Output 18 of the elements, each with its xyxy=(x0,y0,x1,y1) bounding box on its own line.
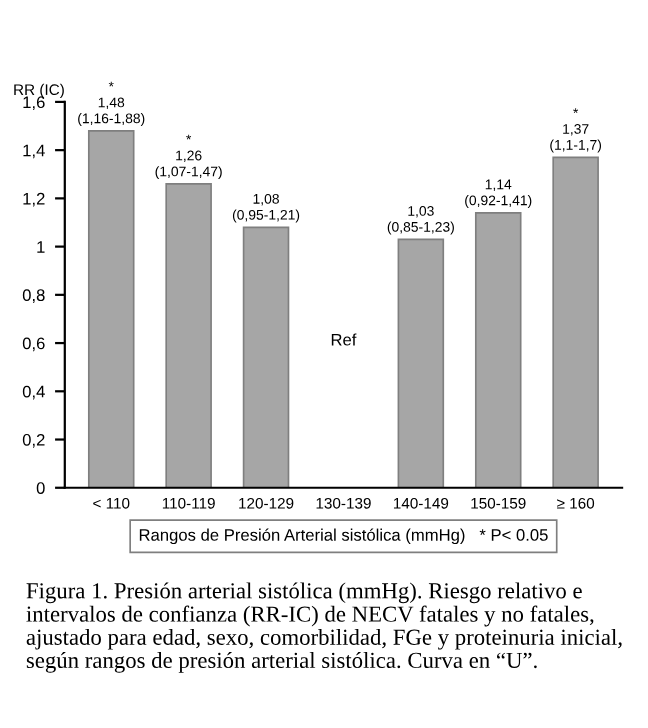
y-tick-label: 1,4 xyxy=(23,144,45,159)
bar xyxy=(397,238,445,488)
y-tick-label: 1,6 xyxy=(23,96,45,111)
bar xyxy=(165,183,212,488)
text: Figura 1. Presión arterial sistólica (mmHg). Riesgo relativo e intervalos de confianza (RR-IC) de NECV fatales y no fatales, ajustado para edad, sexo, comorbilidad, FGe y proteinuria inicial, según rangos de presión arterial sistólica. Curva en “U”. xyxy=(26,582,622,673)
y-tick-label: 1,2 xyxy=(23,192,45,207)
bar xyxy=(242,226,290,488)
bar xyxy=(87,130,135,488)
y-tick-label: 1 xyxy=(37,241,45,253)
y-tick-label: 0 xyxy=(36,482,45,494)
y-tick-label: 0,4 xyxy=(22,385,45,400)
annotation: Ref xyxy=(331,333,357,346)
y-tick-label: 0,8 xyxy=(22,289,45,304)
bar xyxy=(474,212,522,488)
y-tick-label: 0,6 xyxy=(22,337,45,352)
x-axis-title: Rangos de Presión Arterial sistólica (mmHg) * P< 0.05 xyxy=(139,528,548,545)
y-tick-label: 0,2 xyxy=(22,433,45,448)
bar xyxy=(552,156,599,488)
